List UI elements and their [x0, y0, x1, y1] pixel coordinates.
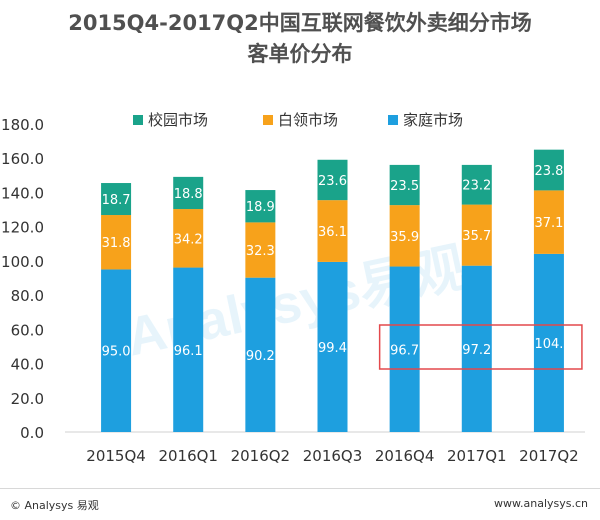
y-tick-label: 0.0	[20, 424, 44, 442]
bar-segment-campus	[173, 176, 204, 210]
bar-segment-office	[461, 204, 492, 266]
data-label-family: 95.0	[102, 345, 131, 360]
y-tick-label: 140.0	[1, 184, 44, 202]
data-label-campus: 23.2	[462, 179, 491, 194]
legend-label-office: 白领市场	[278, 111, 338, 129]
bar-segment-campus	[533, 149, 564, 191]
bar-segment-office	[245, 222, 276, 278]
bar-segment-family	[389, 266, 420, 432]
data-label-family: 96.1	[174, 344, 203, 359]
bar-segment-campus	[389, 164, 420, 206]
data-label-office: 35.9	[390, 230, 419, 245]
data-label-family: 97.2	[462, 343, 491, 358]
bar-segment-family	[317, 261, 348, 432]
bar-segment-family	[173, 267, 204, 432]
y-tick-label: 120.0	[1, 219, 44, 237]
chart-title: 2015Q4-2017Q2中国互联网餐饮外卖细分市场 客单价分布	[0, 8, 600, 70]
highlight-box	[378, 324, 583, 370]
bar-segment-family	[461, 265, 492, 432]
legend-swatch-office	[263, 115, 273, 125]
data-label-campus: 23.8	[534, 164, 563, 179]
bar-segment-campus	[317, 159, 348, 201]
footer-copyright: © Analysys 易观	[10, 499, 99, 512]
legend-label-campus: 校园市场	[148, 111, 208, 129]
bar-segment-office	[533, 190, 564, 254]
data-label-family: 96.7	[390, 343, 419, 358]
data-label-office: 34.2	[174, 232, 203, 247]
chart-title-line-2: 客单价分布	[247, 42, 353, 66]
highlight-rectangle	[378, 324, 583, 370]
y-tick-label: 100.0	[1, 253, 44, 271]
bar-segment-family	[101, 269, 132, 432]
data-label-family: 90.2	[246, 349, 275, 364]
x-tick-label: 2017Q2	[519, 447, 579, 465]
chart-title-line-1: 2015Q4-2017Q2中国互联网餐饮外卖细分市场	[68, 11, 532, 35]
legend-swatch-family	[388, 115, 398, 125]
legend-swatch-campus	[133, 115, 143, 125]
bar-segment-family	[533, 253, 564, 432]
x-tick-label: 2017Q1	[447, 447, 507, 465]
data-label-office: 31.8	[102, 236, 131, 251]
bar-segment-campus	[245, 190, 276, 223]
data-label-campus: 18.7	[102, 193, 131, 208]
data-label-campus: 23.5	[390, 179, 419, 194]
bar-segment-office	[101, 215, 132, 270]
data-label-family: 99.4	[318, 341, 347, 356]
x-tick-label: 2015Q4	[86, 447, 146, 465]
y-tick-label: 180.0	[1, 116, 44, 134]
data-label-office: 32.3	[246, 244, 275, 259]
footer-website: www.analysys.cn	[494, 497, 588, 510]
bars: 95.0 31.8 18.7 96.1 34.2 18.8 90.2 32.3 18.9 99.4…	[101, 149, 564, 432]
bar-segment-office	[317, 200, 348, 262]
data-label-campus: 18.9	[246, 200, 275, 215]
bar-segment-family	[245, 277, 276, 432]
footer-divider	[0, 488, 600, 489]
x-axis: 2015Q4 2016Q1 2016Q2 2016Q3 2016Q4 2017Q1 2017…	[86, 447, 578, 465]
x-tick-label: 2016Q1	[158, 447, 218, 465]
data-label-office: 35.7	[462, 229, 491, 244]
y-tick-label: 60.0	[11, 321, 44, 339]
data-label-office: 37.1	[534, 216, 563, 231]
data-label-office: 36.1	[318, 225, 347, 240]
data-label-campus: 18.8	[174, 187, 203, 202]
legend-label-family: 家庭市场	[403, 111, 463, 129]
x-tick-label: 2016Q2	[231, 447, 291, 465]
x-tick-label: 2016Q4	[375, 447, 435, 465]
y-tick-label: 20.0	[11, 390, 44, 408]
bar-segment-office	[389, 205, 420, 267]
bar-segment-campus	[101, 183, 132, 216]
x-tick-label: 2016Q3	[303, 447, 363, 465]
data-label-family: 104.	[534, 337, 563, 352]
bar-segment-office	[173, 209, 204, 268]
y-tick-label: 40.0	[11, 356, 44, 374]
y-tick-label: 160.0	[1, 150, 44, 168]
data-label-campus: 23.6	[318, 174, 347, 189]
bar-segment-campus	[461, 164, 492, 205]
legend: 校园市场 白领市场 家庭市场	[133, 111, 463, 129]
y-tick-label: 80.0	[11, 287, 44, 305]
